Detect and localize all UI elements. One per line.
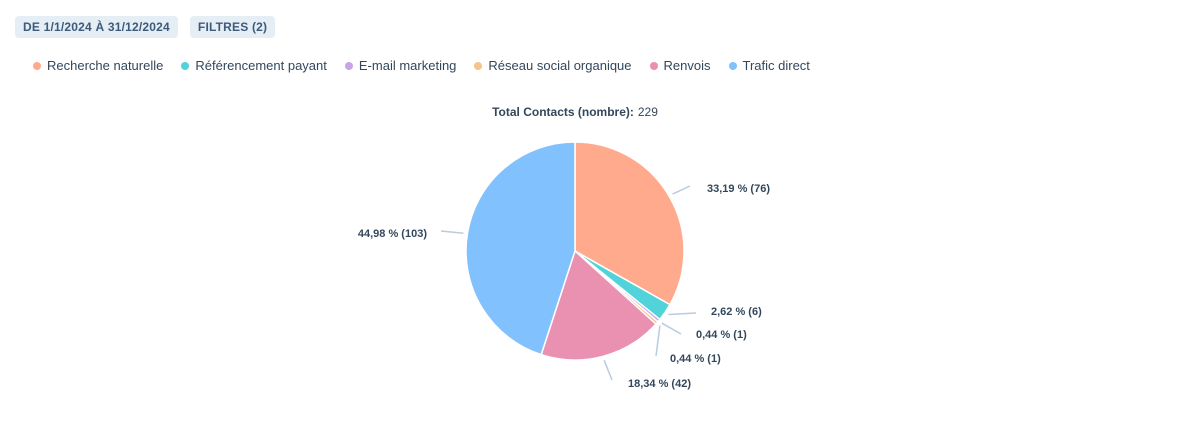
leader-line-recherche-naturelle (672, 185, 691, 195)
pie-leader-lines (440, 185, 697, 381)
leader-line-referencement-payant (668, 312, 697, 316)
data-label-referencement-payant: 2,62 % (6) (711, 306, 762, 318)
legend-label: E-mail marketing (358, 58, 457, 73)
leader-line-reseau-social-organique (655, 325, 661, 357)
legend-swatch (728, 61, 737, 70)
pie-slices (465, 141, 685, 361)
pie-data-labels: 33,19 % (76) 2,62 % (6) 0,44 % (1) 0,44 % (… (358, 183, 770, 390)
leader-line-trafic-direct (440, 230, 464, 234)
legend-label: Réseau social organique (488, 58, 632, 73)
legend-label: Référencement payant (195, 58, 327, 73)
legend-item-renvois[interactable]: Renvois (649, 58, 711, 73)
chart-title: Total Contacts (nombre): 229 (492, 105, 658, 119)
data-label-reseau-social-organique: 0,44 % (1) (670, 353, 721, 365)
legend-item-reseau-social-organique[interactable]: Réseau social organique (474, 58, 632, 73)
filter-bar: DE 1/1/2024 À 31/12/2024 FILTRES (2) (15, 16, 276, 38)
legend-item-referencement-payant[interactable]: Référencement payant (181, 58, 327, 73)
legend-item-trafic-direct[interactable]: Trafic direct (728, 58, 810, 73)
leader-line-e-mail-marketing (661, 322, 682, 335)
legend-item-email-marketing[interactable]: E-mail marketing (344, 58, 457, 73)
filters-button[interactable]: FILTRES (2) (189, 16, 276, 38)
legend-item-recherche-naturelle[interactable]: Recherche naturelle (33, 58, 163, 73)
chart-title-prefix: Total Contacts (nombre): (492, 105, 634, 119)
legend-swatch (181, 61, 190, 70)
chart-legend: Recherche naturelle Référencement payant… (33, 58, 810, 73)
data-label-e-mail-marketing: 0,44 % (1) (696, 329, 747, 341)
legend-label: Trafic direct (742, 58, 810, 73)
pie-slice-trafic-direct[interactable] (465, 141, 576, 356)
data-label-renvois: 18,34 % (42) (628, 378, 691, 390)
legend-swatch (344, 61, 353, 70)
legend-swatch (474, 61, 483, 70)
pie-slice-renvois[interactable] (540, 249, 657, 361)
leader-line-renvois (603, 359, 613, 381)
legend-label: Recherche naturelle (47, 58, 164, 73)
legend-label: Renvois (663, 58, 711, 73)
data-label-recherche-naturelle: 33,19 % (76) (707, 183, 770, 195)
legend-swatch (649, 61, 658, 70)
date-range-filter-button[interactable]: DE 1/1/2024 À 31/12/2024 (15, 16, 178, 38)
pie-slice-recherche-naturelle[interactable] (574, 141, 685, 306)
chart-total: 229 (638, 105, 658, 119)
legend-swatch (33, 61, 41, 70)
data-label-trafic-direct: 44,98 % (103) (358, 228, 427, 240)
